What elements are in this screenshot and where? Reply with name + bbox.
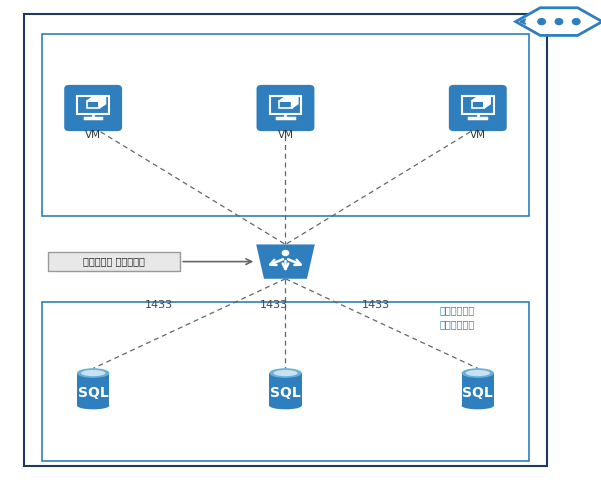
- Text: データベース
層サブネット: データベース 層サブネット: [439, 305, 474, 329]
- Text: VM: VM: [278, 130, 293, 140]
- Ellipse shape: [77, 402, 109, 409]
- Polygon shape: [77, 373, 109, 406]
- Polygon shape: [462, 373, 494, 406]
- Circle shape: [573, 19, 580, 24]
- Bar: [462, 96, 493, 114]
- FancyBboxPatch shape: [257, 85, 314, 131]
- Bar: [24, 14, 547, 466]
- Text: SQL: SQL: [78, 386, 109, 400]
- Ellipse shape: [269, 402, 302, 409]
- Polygon shape: [256, 244, 315, 279]
- Polygon shape: [516, 8, 601, 36]
- Bar: [78, 96, 109, 114]
- Polygon shape: [291, 97, 297, 108]
- Text: VM: VM: [85, 130, 101, 140]
- Circle shape: [538, 19, 545, 24]
- Bar: [42, 34, 529, 216]
- Polygon shape: [484, 97, 490, 108]
- Text: VM: VM: [470, 130, 486, 140]
- Ellipse shape: [466, 370, 490, 376]
- Polygon shape: [99, 97, 105, 108]
- Ellipse shape: [462, 402, 494, 409]
- Text: 1433: 1433: [260, 300, 287, 310]
- FancyBboxPatch shape: [64, 85, 122, 131]
- Ellipse shape: [462, 368, 494, 378]
- Bar: [270, 96, 301, 114]
- Ellipse shape: [77, 368, 109, 378]
- Ellipse shape: [269, 368, 302, 378]
- Ellipse shape: [273, 370, 297, 376]
- Ellipse shape: [81, 370, 105, 376]
- FancyBboxPatch shape: [449, 85, 507, 131]
- Text: SQL: SQL: [270, 386, 301, 400]
- Polygon shape: [269, 373, 302, 406]
- Polygon shape: [87, 97, 105, 101]
- Circle shape: [282, 251, 288, 255]
- Text: 1433: 1433: [362, 300, 389, 310]
- Bar: [42, 302, 529, 461]
- Circle shape: [555, 19, 563, 24]
- Text: 1433: 1433: [145, 300, 173, 310]
- Text: 内部ロード バランサー: 内部ロード バランサー: [84, 257, 145, 266]
- Text: SQL: SQL: [462, 386, 493, 400]
- Polygon shape: [279, 97, 297, 101]
- Bar: [48, 252, 180, 271]
- Polygon shape: [472, 97, 490, 101]
